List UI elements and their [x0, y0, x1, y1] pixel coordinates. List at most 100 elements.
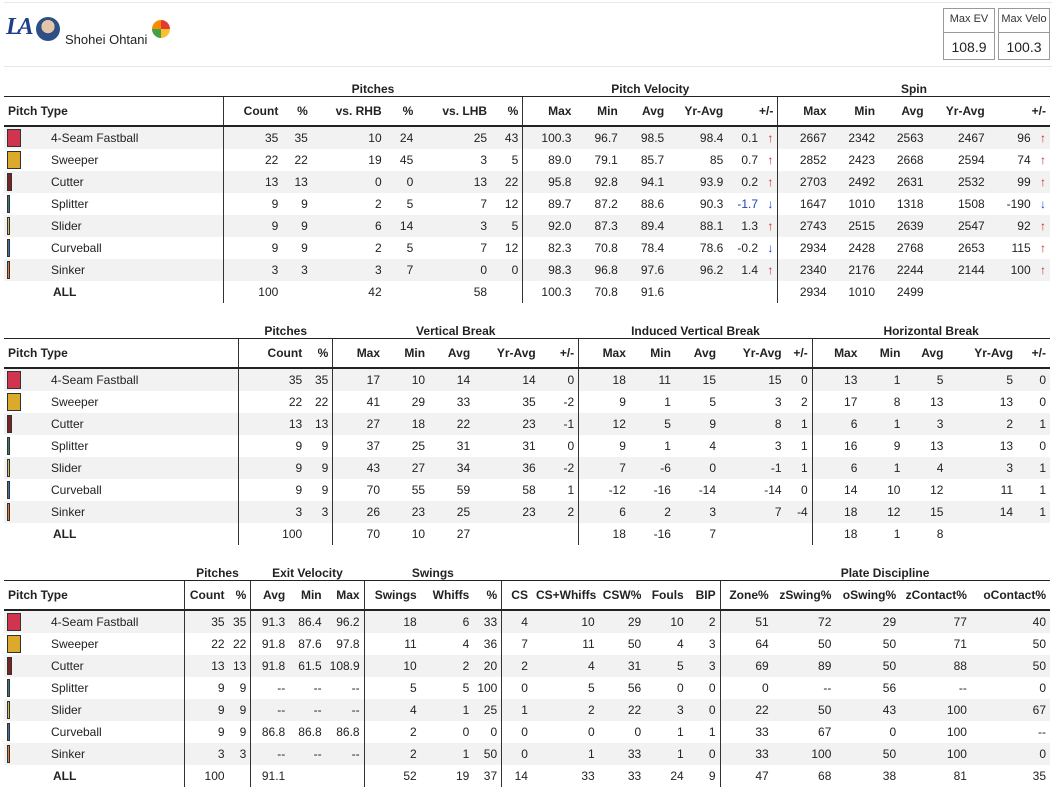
column-header[interactable]: Avg — [879, 96, 928, 127]
stat-cell: 2 — [531, 699, 599, 721]
stat-cell: 0 — [491, 259, 523, 281]
column-header[interactable]: % — [306, 338, 333, 369]
stat-cell: 1 — [861, 368, 905, 391]
stat-cell: 1 — [1039, 483, 1046, 497]
column-header[interactable]: Avg — [621, 96, 669, 127]
column-header[interactable]: Yr-Avg — [720, 338, 786, 369]
stat-cell: 1 — [531, 743, 599, 765]
column-header[interactable]: Min — [830, 96, 880, 127]
pitch-color-swatch — [7, 151, 21, 169]
column-header[interactable]: vs. RHB — [311, 96, 386, 127]
pitch-type-cell: Curveball — [4, 479, 239, 501]
column-header[interactable]: % — [282, 96, 312, 127]
stat-cell: 31 — [456, 439, 471, 453]
stat-cell: 50 — [1032, 637, 1046, 651]
column-header[interactable]: vs. LHB — [417, 96, 492, 127]
column-header[interactable]: Max — [522, 96, 576, 127]
column-header[interactable]: CS+Whiffs — [531, 580, 599, 611]
column-header[interactable]: +/- — [727, 96, 778, 127]
column-header[interactable]: Whiffs — [420, 580, 474, 611]
column-header[interactable]: Avg — [429, 338, 475, 369]
stat-cell: 8 — [893, 395, 901, 409]
stat-cell: 94.1 — [621, 171, 669, 193]
stat-cell: 86.8 — [336, 725, 360, 739]
stat-cell: 5 — [491, 215, 523, 237]
stat-cell: 3 — [904, 413, 948, 435]
column-header[interactable]: Count — [222, 96, 283, 127]
pitch-type-name: Splitter — [51, 439, 89, 453]
column-header[interactable]: Avg — [674, 338, 721, 369]
column-header[interactable]: Fouls — [645, 580, 688, 611]
column-header[interactable]: Pitch Type — [4, 96, 224, 127]
column-header[interactable]: % — [491, 96, 523, 127]
stat-cell: 6 — [811, 413, 862, 435]
table-row: 4-Seam Fastball 35 35 10 24 25 43 100.3 96.7 98.5… — [4, 126, 1050, 149]
max-ev-value: 108.9 — [951, 39, 987, 55]
stat-cell: 91.8 — [250, 633, 290, 655]
column-header[interactable]: % — [385, 96, 418, 127]
column-header[interactable]: Min — [629, 338, 675, 369]
column-header[interactable]: oContact% — [970, 580, 1050, 611]
column-header[interactable]: Count — [183, 580, 229, 611]
stat-cell: 90.3 — [699, 197, 724, 211]
stat-cell: 7 — [385, 259, 418, 281]
stat-cell: 23 — [474, 501, 540, 523]
column-header[interactable]: Max — [777, 96, 831, 127]
total-cell: 24 — [670, 769, 684, 783]
stat-cell: -6 — [629, 457, 675, 479]
pitch-type-cell: 4-Seam Fastball — [4, 126, 224, 149]
column-header[interactable]: Pitch Type — [4, 338, 239, 369]
column-header[interactable]: Min — [861, 338, 905, 369]
delta-value: -1.7 — [737, 197, 759, 211]
column-header[interactable]: Min — [289, 580, 326, 611]
column-header[interactable]: Min — [384, 338, 430, 369]
stat-cell: 1 — [861, 413, 905, 435]
group-header: Horizontal Break — [883, 324, 979, 338]
stat-cell: 7 — [720, 501, 786, 523]
column-header[interactable]: oSwing% — [835, 580, 901, 611]
column-header[interactable]: Yr-Avg — [668, 96, 728, 127]
stat-cell: 22 — [183, 633, 229, 655]
column-header[interactable]: +/- — [988, 96, 1050, 127]
stat-cell: 3 — [774, 439, 782, 453]
column-header[interactable]: Avg — [904, 338, 948, 369]
column-header[interactable]: Zone% — [719, 580, 773, 611]
total-cell: 91.1 — [250, 765, 290, 787]
pitch-color-swatch — [7, 393, 21, 411]
column-header[interactable]: Yr-Avg — [927, 96, 989, 127]
column-header[interactable]: % — [473, 580, 502, 611]
column-header[interactable]: BIP — [687, 580, 721, 611]
stat-cell: 0 — [539, 368, 579, 391]
column-header[interactable]: Yr-Avg — [474, 338, 540, 369]
player-name[interactable]: Shohei Ohtani — [65, 32, 148, 47]
column-header[interactable]: Yr-Avg — [947, 338, 1018, 369]
stat-cell: 14 — [385, 215, 418, 237]
column-header[interactable]: zContact% — [900, 580, 971, 611]
column-header[interactable]: Min — [575, 96, 622, 127]
column-header[interactable]: CS — [501, 580, 532, 611]
column-header[interactable]: Swings — [363, 580, 421, 611]
column-header[interactable]: +/- — [785, 338, 813, 369]
stat-cell: 0 — [417, 259, 492, 281]
column-header[interactable]: zSwing% — [772, 580, 836, 611]
stat-cell: 17 — [811, 391, 862, 413]
column-header[interactable]: % — [228, 580, 251, 611]
column-header[interactable]: Pitch Type — [4, 580, 185, 611]
column-header[interactable]: Max — [811, 338, 862, 369]
stat-cell: 77 — [900, 610, 971, 633]
total-cell — [1017, 523, 1050, 545]
column-header[interactable]: CSW% — [598, 580, 646, 611]
stat-cell: 5 — [462, 681, 470, 695]
column-header[interactable]: Max — [578, 338, 630, 369]
column-header[interactable]: Max — [332, 338, 385, 369]
total-cell — [289, 765, 325, 787]
column-header[interactable]: Max — [325, 580, 365, 611]
stat-cell: 69 — [719, 655, 773, 677]
column-header[interactable]: +/- — [1017, 338, 1050, 369]
column-header[interactable]: Avg — [250, 580, 290, 611]
stat-cell: 93.9 — [668, 171, 728, 193]
stat-cell: 1 — [645, 743, 688, 765]
column-header[interactable]: Count — [238, 338, 307, 369]
total-cell: 70 — [332, 523, 385, 545]
column-header[interactable]: +/- — [539, 338, 579, 369]
